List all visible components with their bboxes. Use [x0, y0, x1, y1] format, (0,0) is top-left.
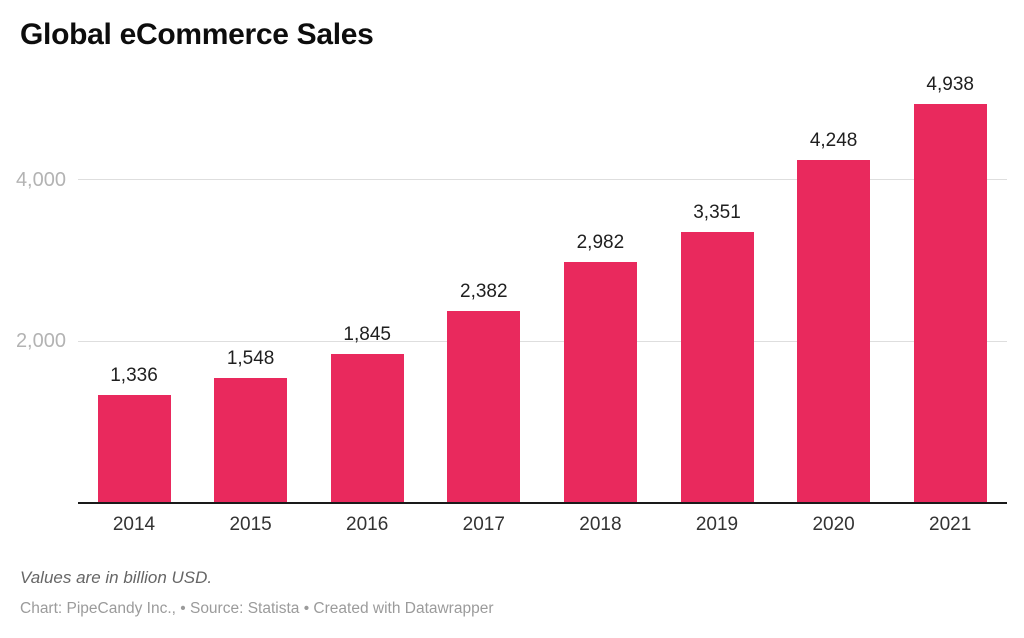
x-axis-tick-label-2021: 2021	[929, 514, 972, 535]
x-axis-tick-label-2014: 2014	[112, 514, 156, 535]
bar-value-label-2015: 1,548	[226, 347, 275, 369]
gridline-4,000	[78, 179, 1007, 181]
x-axis-tick-label-2020: 2020	[812, 514, 855, 535]
bar-2021	[913, 104, 987, 503]
bar-2020	[797, 159, 871, 503]
x-axis-tick-label-2017: 2017	[462, 514, 505, 535]
bar-chart-plot-area: 2,000 4,000 1,336 2014 1,548 2015 1,845 2016 2,3…	[15, 74, 1007, 535]
bar-value-label-2019: 3,351	[693, 202, 741, 224]
x-axis-line	[78, 502, 1007, 504]
y-axis-tick-label: 2,000	[15, 330, 66, 353]
y-axis-tick-label: 4,000	[15, 168, 66, 191]
bar-value-label-2017: 2,382	[460, 280, 508, 302]
x-axis-tick-label-2018: 2018	[579, 514, 622, 535]
gridline-2,000	[78, 340, 1007, 342]
chart-title: Global eCommerce Sales	[20, 18, 374, 51]
bar-value-label-2014: 1,336	[110, 365, 158, 387]
bar-2016	[330, 353, 404, 503]
bar-value-label-2016: 1,845	[343, 323, 391, 345]
x-axis-tick-label-2015: 2015	[229, 514, 272, 535]
bar-value-label-2020: 4,248	[809, 129, 858, 151]
bar-2015	[214, 377, 288, 503]
chart-credit: Chart: PipeCandy Inc., • Source: Statist…	[20, 600, 494, 617]
x-axis-tick-label-2019: 2019	[695, 514, 739, 535]
bar-2017	[447, 310, 521, 503]
bar-value-label-2021: 4,938	[926, 74, 974, 95]
x-axis-tick-label-2016: 2016	[346, 514, 389, 535]
bar-2019	[680, 232, 754, 503]
chart-note: Values are in billion USD.	[20, 568, 213, 587]
bar-2014	[97, 395, 171, 503]
bar-2018	[563, 262, 637, 503]
bar-value-label-2018: 2,982	[576, 232, 625, 254]
